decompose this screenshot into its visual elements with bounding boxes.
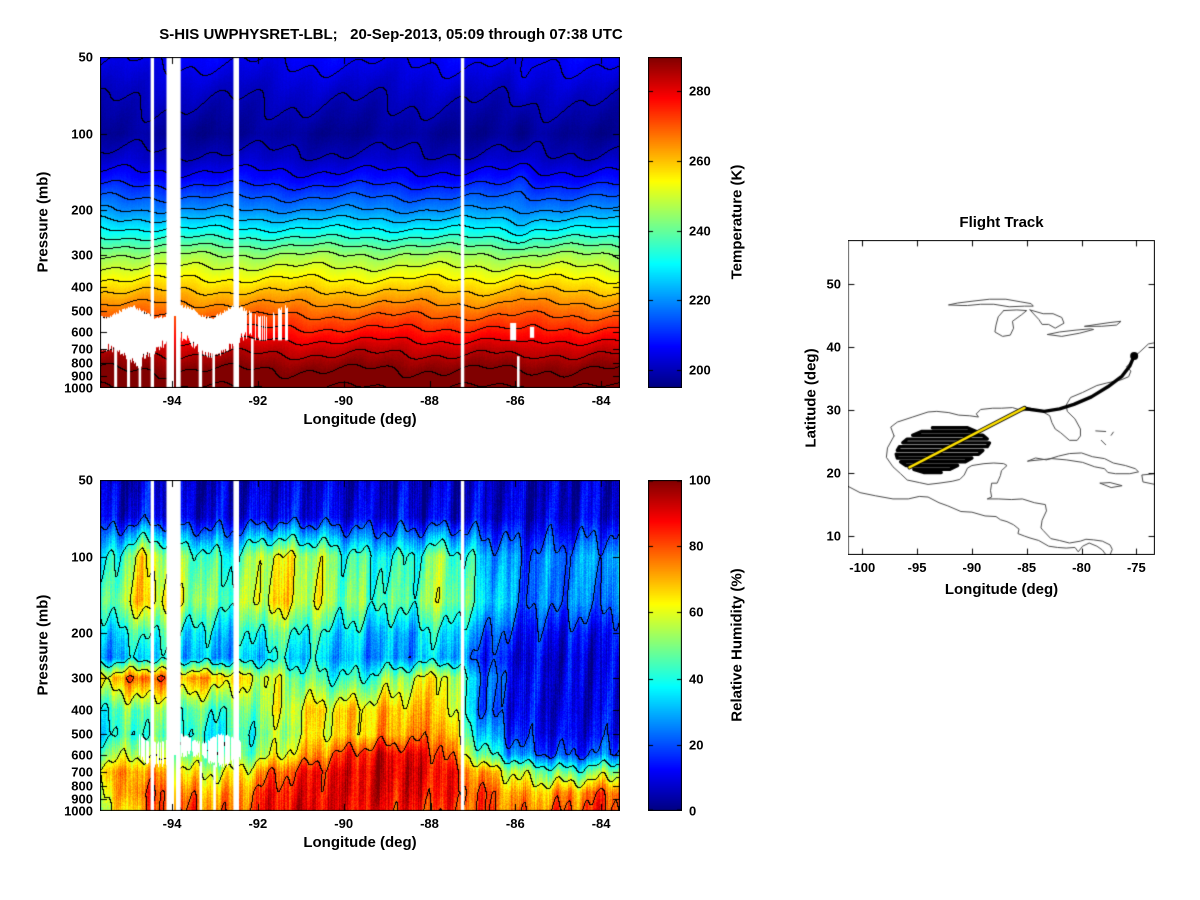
tick-label: 100 xyxy=(71,549,93,565)
tick-label: 500 xyxy=(71,726,93,742)
tick-label: -84 xyxy=(591,393,611,408)
tick-label: 60 xyxy=(689,604,704,620)
tick-label: 700 xyxy=(71,764,93,780)
tick-label: 400 xyxy=(71,702,93,718)
tick-label: 200 xyxy=(71,625,93,641)
tick-label: 20 xyxy=(826,465,841,481)
tick-label: 1000 xyxy=(64,803,93,819)
tick-label: 10 xyxy=(826,528,841,544)
tick-label: 700 xyxy=(71,341,93,357)
map-xlabel: Longitude (deg) xyxy=(944,581,1059,598)
tick-label: 1000 xyxy=(64,380,93,396)
tick-label: 800 xyxy=(71,355,93,371)
figure-title: S-HIS UWPHYSRET-LBL; 20-Sep-2013, 05:09 … xyxy=(159,26,623,43)
tick-label: 80 xyxy=(689,538,704,554)
humidity-xlabel: Longitude (deg) xyxy=(303,834,417,851)
tick-label: -90 xyxy=(962,560,982,575)
tick-label: -90 xyxy=(334,816,354,831)
tick-label: -95 xyxy=(907,560,927,575)
humidity-colorbar-label: Relative Humidity (%) xyxy=(728,568,746,722)
tick-label: -86 xyxy=(505,816,525,831)
tick-label: 20 xyxy=(689,737,704,753)
tick-label: 800 xyxy=(71,778,93,794)
tick-label: 400 xyxy=(71,279,93,295)
flight-track-map xyxy=(848,240,1155,555)
tick-label: 240 xyxy=(689,223,711,238)
tick-label: -90 xyxy=(334,393,354,408)
tick-label: -94 xyxy=(162,393,182,408)
tick-label: 50 xyxy=(78,49,93,65)
humidity-ylabel: Pressure (mb) xyxy=(34,594,52,696)
temperature-colorbar xyxy=(648,57,682,388)
tick-label: 300 xyxy=(71,247,93,263)
tick-label: -92 xyxy=(248,816,268,831)
map-title: Flight Track xyxy=(959,214,1044,231)
tick-label: 40 xyxy=(689,671,704,687)
tick-label: 900 xyxy=(71,368,93,384)
tick-label: -80 xyxy=(1072,560,1091,575)
tick-label: 40 xyxy=(826,339,841,355)
map-ylabel: Latitude (deg) xyxy=(802,348,820,448)
tick-label: 200 xyxy=(71,202,93,218)
tick-label: -100 xyxy=(849,560,876,575)
tick-label: 0 xyxy=(689,803,697,819)
tick-label: 260 xyxy=(689,153,711,169)
tick-label: -84 xyxy=(591,816,611,831)
tick-label: -92 xyxy=(248,393,268,408)
temp-colorbar-label: Temperature (K) xyxy=(728,164,746,280)
tick-label: 600 xyxy=(71,747,93,763)
tick-label: 50 xyxy=(78,472,93,488)
tick-label: -94 xyxy=(162,816,182,831)
tick-label: 600 xyxy=(71,324,93,340)
temp-ylabel: Pressure (mb) xyxy=(34,171,52,273)
temperature-heatmap xyxy=(100,57,620,388)
tick-label: -88 xyxy=(420,393,439,408)
tick-label: 280 xyxy=(689,83,711,99)
tick-label: -86 xyxy=(505,393,525,408)
temp-xlabel: Longitude (deg) xyxy=(303,411,417,428)
tick-label: 900 xyxy=(71,791,93,807)
tick-label: 30 xyxy=(826,402,841,418)
tick-label: 200 xyxy=(689,362,711,378)
humidity-heatmap xyxy=(100,480,620,811)
tick-label: 100 xyxy=(689,472,711,488)
tick-label: -75 xyxy=(1126,560,1146,575)
tick-label: -88 xyxy=(420,816,439,831)
tick-label: 100 xyxy=(71,126,93,142)
tick-label: -85 xyxy=(1017,560,1037,575)
tick-label: 50 xyxy=(826,276,841,292)
tick-label: 500 xyxy=(71,303,93,319)
humidity-colorbar xyxy=(648,480,682,811)
tick-label: 220 xyxy=(689,292,711,308)
tick-label: 300 xyxy=(71,670,93,686)
